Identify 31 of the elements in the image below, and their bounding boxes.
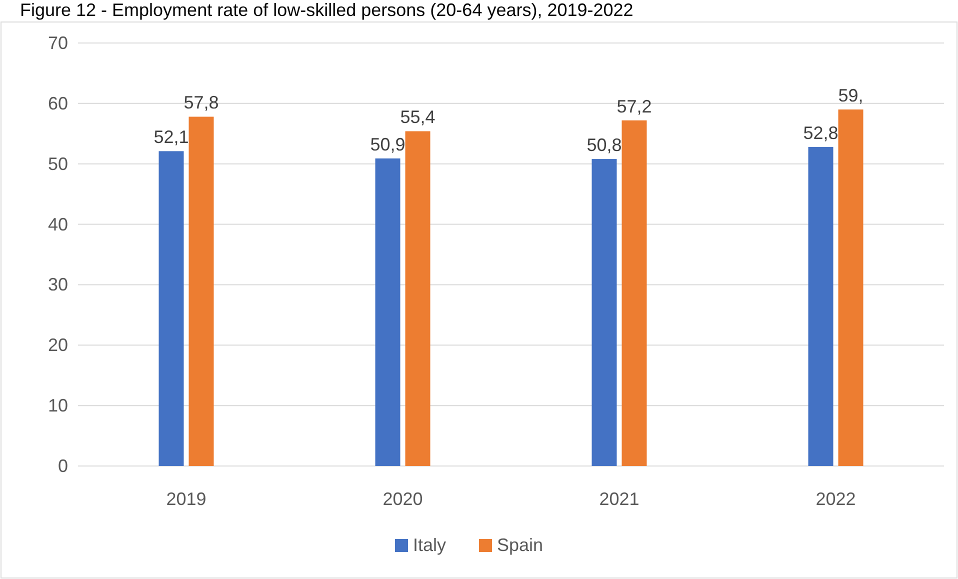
bar bbox=[375, 158, 400, 466]
data-label: 50,8 bbox=[586, 135, 622, 156]
data-label: 52,1 bbox=[154, 127, 189, 148]
bar bbox=[808, 146, 834, 466]
x-tick-label: 2021 bbox=[599, 489, 640, 509]
bar bbox=[622, 120, 647, 466]
data-label: 59, bbox=[838, 85, 864, 106]
x-tick-label: 2020 bbox=[382, 489, 423, 509]
y-tick-label: 50 bbox=[48, 154, 68, 174]
legend-label: Spain bbox=[497, 535, 544, 555]
bar bbox=[592, 159, 617, 466]
data-label: 57,8 bbox=[184, 92, 219, 113]
data-label: 55,4 bbox=[400, 107, 436, 128]
y-tick-label: 0 bbox=[58, 456, 68, 476]
y-tick-label: 30 bbox=[48, 274, 68, 295]
data-label: 50,9 bbox=[370, 134, 406, 154]
x-tick-label: 2022 bbox=[816, 489, 856, 509]
y-tick-label: 70 bbox=[48, 33, 68, 53]
chart-title: Figure 12 - Employment rate of low-skilled persons (20-64 years), 2019-2022 bbox=[20, 0, 634, 20]
y-tick-label: 60 bbox=[48, 93, 68, 114]
bar bbox=[188, 116, 214, 466]
data-label: 52,8 bbox=[803, 122, 838, 143]
legend-label: Italy bbox=[413, 535, 446, 555]
y-tick-label: 40 bbox=[48, 214, 68, 234]
data-label: 57,2 bbox=[616, 96, 652, 116]
x-tick-label: 2019 bbox=[166, 489, 206, 509]
bar bbox=[838, 109, 864, 466]
y-tick-label: 10 bbox=[48, 396, 68, 416]
bar bbox=[405, 131, 430, 466]
bar bbox=[158, 151, 184, 466]
y-tick-label: 20 bbox=[48, 335, 68, 356]
